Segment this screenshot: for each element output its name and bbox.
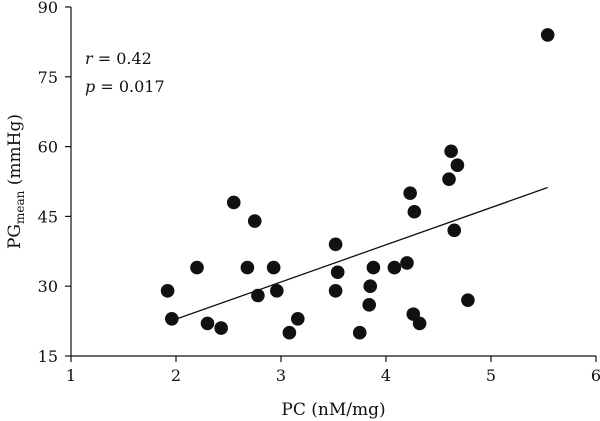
y-axis-title-main: PG <box>5 224 25 249</box>
data-points <box>160 28 555 340</box>
data-point <box>165 311 179 326</box>
data-point <box>407 204 422 219</box>
data-point <box>251 288 265 303</box>
data-point <box>291 311 305 326</box>
data-point <box>450 158 465 173</box>
data-point <box>226 195 241 210</box>
regression-line <box>171 186 548 322</box>
data-point <box>540 28 555 42</box>
data-point <box>442 172 456 186</box>
regression-line-group <box>171 186 548 322</box>
x-tick-label: 2 <box>171 366 181 385</box>
axes <box>70 7 596 357</box>
data-point <box>412 316 427 331</box>
r-symbol: r <box>85 49 94 68</box>
y-tick-label: 15 <box>38 347 58 366</box>
y-axis-title-subscript: mean <box>13 190 27 224</box>
x-tick-label: 3 <box>276 366 286 385</box>
data-point <box>247 214 262 228</box>
y-tick-label: 60 <box>38 138 58 157</box>
p-value-annotation: p = 0.017 <box>85 77 165 96</box>
data-point <box>266 260 281 275</box>
y-axis-title-unit: (mmHg) <box>5 114 25 191</box>
y-tick-label: 30 <box>38 277 58 296</box>
data-point <box>190 260 204 275</box>
data-point <box>270 284 284 298</box>
data-point <box>400 256 414 270</box>
data-point <box>328 284 343 298</box>
data-point <box>403 186 417 200</box>
data-point <box>444 144 458 159</box>
x-tick-label: 1 <box>66 366 76 385</box>
data-point <box>214 321 228 335</box>
x-ticks: 1 2 3 4 5 6 <box>66 356 600 385</box>
y-tick-label: 90 <box>38 0 58 17</box>
y-axis-title: PGmean (mmHg) <box>5 114 27 249</box>
data-point <box>363 279 378 294</box>
x-axis-title: PC (nM/mg) <box>281 400 385 420</box>
data-point <box>366 260 381 275</box>
x-tick-label: 5 <box>486 366 496 385</box>
data-point <box>387 260 402 275</box>
data-point <box>328 237 343 252</box>
data-point <box>240 260 255 275</box>
data-point <box>352 325 367 340</box>
r-value: = 0.42 <box>93 49 152 68</box>
x-tick-label: 4 <box>381 366 391 385</box>
data-point <box>160 284 175 298</box>
correlation-annotation: r = 0.42 <box>85 49 152 68</box>
x-tick-label: 6 <box>591 366 600 385</box>
data-point <box>200 316 215 331</box>
y-tick-label: 45 <box>38 207 58 226</box>
p-value: = 0.017 <box>95 77 164 96</box>
data-point <box>362 298 377 312</box>
data-point <box>282 325 297 340</box>
data-point <box>447 223 462 238</box>
data-point <box>330 265 345 280</box>
p-symbol: p <box>85 77 95 96</box>
y-ticks: 15 30 45 60 75 90 <box>38 0 71 366</box>
data-point <box>461 293 475 307</box>
y-tick-label: 75 <box>38 68 58 87</box>
